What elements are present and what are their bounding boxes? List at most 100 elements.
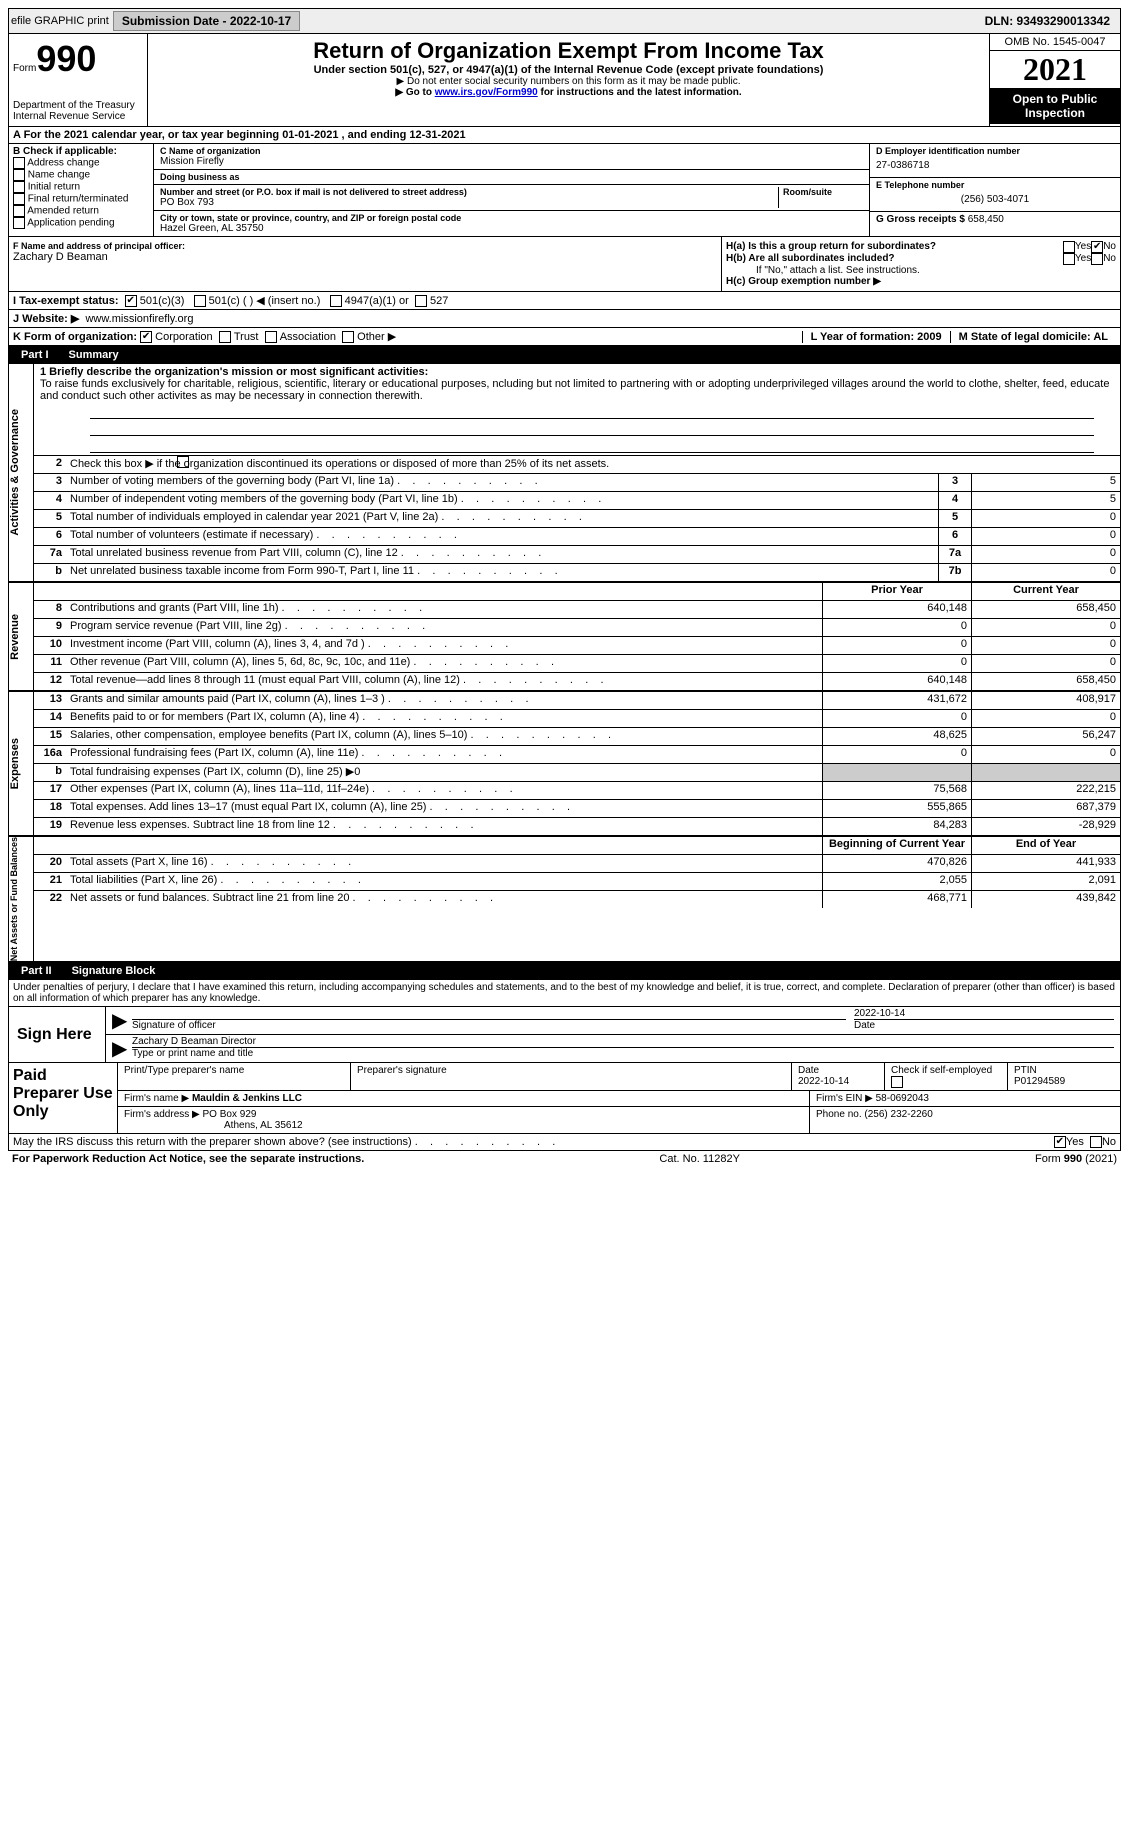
part2-title: Signature Block (72, 965, 156, 977)
omb-label: OMB No. 1545-0047 (990, 34, 1120, 51)
h2: Preparer's signature (351, 1063, 792, 1090)
ha-yes[interactable] (1063, 241, 1075, 253)
k-label: K Form of organization: (13, 331, 137, 343)
i-501c3[interactable] (125, 295, 137, 307)
side-exp: Expenses (9, 738, 33, 789)
part1-num: Part I (17, 349, 61, 361)
i-4947[interactable] (330, 295, 342, 307)
top-bar: efile GRAPHIC print Submission Date - 20… (8, 8, 1121, 34)
mission-text: To raise funds exclusively for charitabl… (40, 378, 1114, 402)
officer-name-title: Zachary D Beaman Director (132, 1036, 1114, 1047)
hc-label: H(c) Group exemption number ▶ (726, 276, 1116, 287)
firm-addr2: Athens, AL 35612 (124, 1120, 303, 1131)
c-name-label: C Name of organization (160, 146, 863, 156)
expenses-section: Expenses 13Grants and similar amounts pa… (8, 690, 1121, 835)
g-label: G Gross receipts $ (876, 214, 965, 225)
check-address[interactable] (13, 157, 25, 169)
penalty-text: Under penalties of perjury, I declare th… (8, 980, 1121, 1007)
table-row: 5Total number of individuals employed in… (34, 510, 1120, 528)
table-row: 19Revenue less expenses. Subtract line 1… (34, 818, 1120, 835)
hdr-boy: Beginning of Current Year (822, 837, 971, 854)
instructions-link[interactable]: www.irs.gov/Form990 (435, 87, 538, 98)
l2-check[interactable] (177, 456, 189, 468)
side-net: Net Assets or Fund Balances (9, 837, 33, 961)
firm-addr: PO Box 929 (203, 1109, 257, 1120)
phone-value: (256) 503-4071 (876, 190, 1114, 209)
l-label: L Year of formation: 2009 (802, 331, 950, 343)
open-public: Open to Public Inspection (990, 88, 1120, 124)
table-row: 18Total expenses. Add lines 13–17 (must … (34, 800, 1120, 818)
sig-date-val: 2022-10-14 (854, 1008, 1114, 1019)
footer-mid: Cat. No. 11282Y (659, 1153, 740, 1165)
table-row: 12Total revenue—add lines 8 through 11 (… (34, 673, 1120, 690)
tax-year: 2021 (990, 51, 1120, 88)
d-label: D Employer identification number (876, 146, 1114, 156)
note1: ▶ Do not enter social security numbers o… (152, 76, 985, 87)
hb-label: H(b) Are all subordinates included? (726, 253, 1063, 265)
table-row: 8Contributions and grants (Part VIII, li… (34, 601, 1120, 619)
form-title: Return of Organization Exempt From Incom… (152, 38, 985, 64)
paid-label: Paid Preparer Use Only (9, 1063, 117, 1133)
i-527[interactable] (415, 295, 427, 307)
table-row: bNet unrelated business taxable income f… (34, 564, 1120, 581)
e-label: E Telephone number (876, 180, 1114, 190)
i-label: I Tax-exempt status: (13, 295, 119, 307)
part2-num: Part II (17, 965, 64, 977)
k-assoc[interactable] (265, 331, 277, 343)
table-row: 9Program service revenue (Part VIII, lin… (34, 619, 1120, 637)
hdr-current: Current Year (971, 583, 1120, 600)
section-a: A For the 2021 calendar year, or tax yea… (8, 127, 1121, 144)
check-initial[interactable] (13, 181, 25, 193)
k-trust[interactable] (219, 331, 231, 343)
sign-here-block: Sign Here ▶ Signature of officer2022-10-… (8, 1007, 1121, 1063)
revenue-section: Revenue Prior YearCurrent Year 8Contribu… (8, 581, 1121, 690)
ein-value: 27-0386718 (876, 156, 1114, 175)
h4: Check if self-employed (891, 1065, 992, 1076)
table-row: 4Number of independent voting members of… (34, 492, 1120, 510)
page-footer: For Paperwork Reduction Act Notice, see … (8, 1151, 1121, 1167)
sig-officer-label: Signature of officer (132, 1019, 846, 1031)
city-label: City or town, state or province, country… (160, 213, 863, 223)
check-name[interactable] (13, 169, 25, 181)
l1-label: 1 Briefly describe the organization's mi… (40, 366, 1114, 378)
k-corp[interactable] (140, 331, 152, 343)
i-501c[interactable] (194, 295, 206, 307)
m-label: M State of legal domicile: AL (950, 331, 1116, 343)
note2: ▶ Go to www.irs.gov/Form990 for instruct… (152, 87, 985, 98)
irs-label: Internal Revenue Service (13, 111, 143, 122)
self-employed-check[interactable] (891, 1076, 903, 1088)
hdr-eoy: End of Year (971, 837, 1120, 854)
check-amended[interactable] (13, 205, 25, 217)
hb-yes[interactable] (1063, 253, 1075, 265)
side-rev: Revenue (9, 614, 33, 660)
discuss-no[interactable] (1090, 1136, 1102, 1148)
ptin: P01294589 (1014, 1076, 1065, 1087)
f-label: F Name and address of principal officer: (13, 241, 717, 251)
firm-phone: (256) 232-2260 (864, 1109, 932, 1120)
hb-note: If "No," attach a list. See instructions… (726, 265, 1116, 276)
sign-here-label: Sign Here (9, 1007, 105, 1062)
type-name-label: Type or print name and title (132, 1047, 1114, 1059)
table-row: 15Salaries, other compensation, employee… (34, 728, 1120, 746)
table-row: 16aProfessional fundraising fees (Part I… (34, 746, 1120, 764)
j-label: J Website: ▶ (13, 312, 79, 325)
city-value: Hazel Green, AL 35750 (160, 223, 863, 234)
dln-label: DLN: 93493290013342 (985, 14, 1118, 28)
discuss-text: May the IRS discuss this return with the… (13, 1136, 555, 1148)
ha-no[interactable] (1091, 241, 1103, 253)
check-final[interactable] (13, 193, 25, 205)
table-row: 22Net assets or fund balances. Subtract … (34, 891, 1120, 908)
form-number: 990 (36, 38, 96, 79)
submission-button[interactable]: Submission Date - 2022-10-17 (113, 11, 300, 31)
hb-no[interactable] (1091, 253, 1103, 265)
dba-label: Doing business as (160, 172, 863, 182)
b-label: B Check if applicable: (13, 146, 149, 157)
table-row: 10Investment income (Part VIII, column (… (34, 637, 1120, 655)
room-label: Room/suite (783, 187, 863, 197)
prep-date: 2022-10-14 (798, 1076, 849, 1087)
k-other[interactable] (342, 331, 354, 343)
table-row: 11Other revenue (Part VIII, column (A), … (34, 655, 1120, 673)
check-pending[interactable] (13, 217, 25, 229)
efile-label: efile GRAPHIC print (11, 15, 109, 27)
discuss-yes[interactable] (1054, 1136, 1066, 1148)
